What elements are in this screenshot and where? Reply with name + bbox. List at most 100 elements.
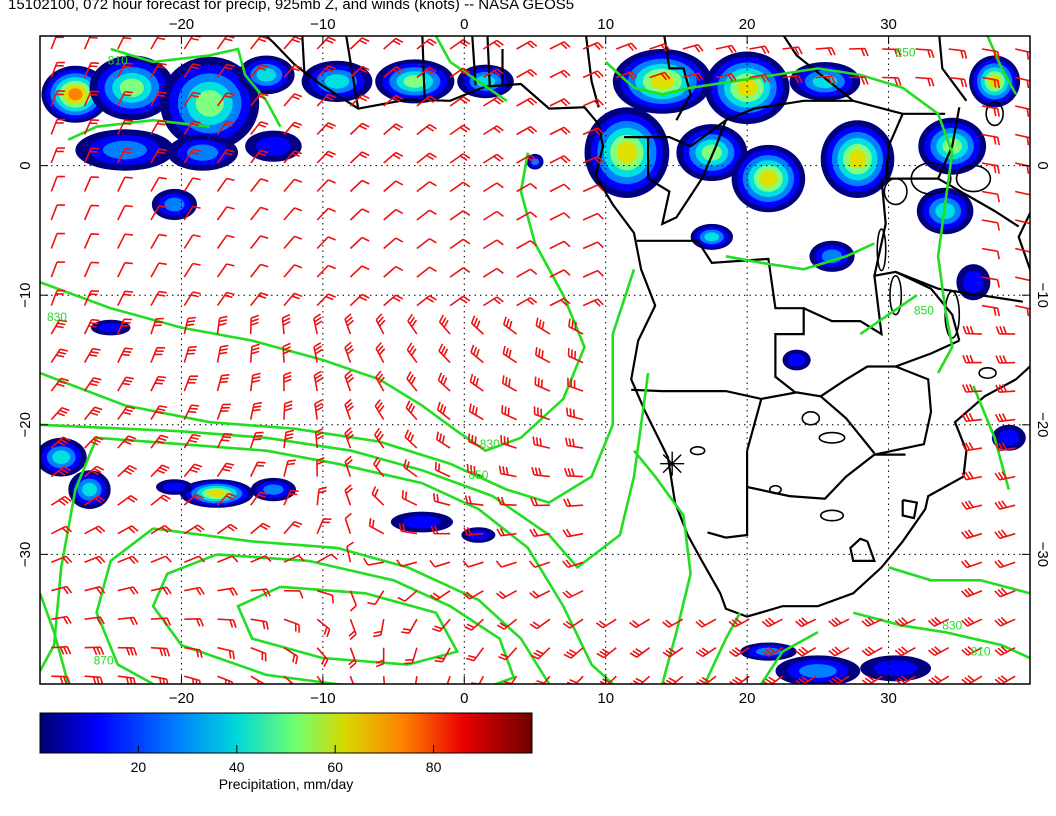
lon-tick-label-top: −20 <box>169 16 194 33</box>
wind-barb <box>183 463 203 478</box>
wind-barb <box>383 294 404 307</box>
lat-tick-label-right: 0 <box>1034 161 1051 169</box>
wind-barb <box>372 619 385 638</box>
wind-barb <box>470 344 484 364</box>
wind-barb <box>994 529 1016 540</box>
colorbar-tick-label: 40 <box>229 759 245 775</box>
precip-cell <box>164 197 185 212</box>
wind-barb <box>438 343 451 364</box>
height-contour <box>151 553 516 684</box>
wind-barb <box>349 122 370 136</box>
lon-tick-label-bottom: 20 <box>739 690 756 707</box>
wind-barb <box>183 375 198 392</box>
wind-barb <box>562 618 584 629</box>
wind-barb <box>51 585 73 595</box>
inland-water-outline <box>819 509 845 522</box>
wind-barb <box>406 342 418 364</box>
height-contour <box>96 436 614 684</box>
africa-coastline <box>264 36 1030 618</box>
wind-barb <box>84 555 106 565</box>
wind-barb <box>566 407 584 421</box>
wind-barb <box>828 675 850 684</box>
wind-barb <box>416 209 437 221</box>
lon-tick-label-bottom: −20 <box>169 690 194 707</box>
wind-barb <box>961 471 983 481</box>
wind-barb <box>150 148 167 164</box>
wind-barb <box>250 206 269 221</box>
wind-barb <box>516 154 538 164</box>
wind-barb <box>464 495 484 506</box>
wind-barb <box>532 436 551 449</box>
wind-barb <box>344 370 355 392</box>
wind-barb <box>961 559 983 569</box>
wind-barb <box>501 405 517 421</box>
country-border <box>345 36 360 109</box>
wind-barb <box>383 151 404 164</box>
wind-barb <box>961 500 983 510</box>
wind-barb <box>183 177 201 192</box>
wind-barb <box>663 675 684 684</box>
map-frame <box>39 35 1031 685</box>
wind-barb <box>482 68 504 79</box>
wind-barb <box>595 618 617 629</box>
wind-barb <box>435 431 451 449</box>
contour-label: 870 <box>94 654 114 668</box>
height-contour <box>888 566 1030 595</box>
height-contour <box>40 437 98 672</box>
wind-barb <box>383 37 404 50</box>
wind-barb <box>216 92 235 107</box>
contour-label: 810 <box>108 54 128 68</box>
wind-barb <box>50 232 65 249</box>
inland-water-outline <box>818 431 846 444</box>
wind-barb <box>549 297 571 307</box>
country-border <box>874 365 933 456</box>
map-title: 15102100, 072 hour forecast for precip, … <box>8 0 575 13</box>
wind-barb <box>344 484 353 506</box>
country-border <box>636 239 805 394</box>
wind-barb <box>500 435 517 449</box>
precip-cell <box>82 482 97 497</box>
wind-barb <box>563 647 584 659</box>
wind-barb <box>529 618 551 630</box>
wind-barb <box>961 412 982 422</box>
wind-barb <box>117 405 135 421</box>
wind-barb <box>216 120 235 135</box>
country-border <box>301 36 306 75</box>
wind-barb <box>249 343 260 363</box>
wind-barb <box>216 374 230 392</box>
wind-barb <box>531 466 550 478</box>
wind-barb <box>349 65 370 79</box>
colorbar-tick-label: 60 <box>327 759 343 775</box>
height-contour <box>110 47 282 128</box>
wind-barb <box>995 355 1016 364</box>
wind-barb <box>150 375 167 392</box>
wind-barb <box>994 413 1016 423</box>
wind-barb <box>183 555 206 563</box>
wind-barb <box>782 46 803 55</box>
wind-barb <box>344 398 355 420</box>
country-border <box>471 36 477 86</box>
wind-barb <box>183 291 201 307</box>
wind-barb <box>283 235 303 250</box>
wind-barb <box>150 586 172 596</box>
colorbar-gradient <box>39 712 533 754</box>
wind-barb <box>349 265 370 278</box>
wind-barb <box>50 175 65 192</box>
wind-barb <box>1015 219 1030 225</box>
wind-barb <box>994 675 1016 684</box>
wind-barb <box>416 266 437 278</box>
wind-barb <box>51 645 72 655</box>
wind-barb <box>84 675 104 684</box>
wind-barb <box>416 152 437 164</box>
wind-barb <box>549 183 571 193</box>
wind-barb <box>349 94 370 107</box>
wind-barb <box>316 150 336 164</box>
wind-barb <box>316 486 327 506</box>
wind-barb <box>373 456 385 478</box>
country-border <box>584 36 600 108</box>
wind-barb <box>349 293 370 307</box>
wind-barb <box>50 118 65 135</box>
precip-cell <box>68 88 83 101</box>
wind-barb <box>183 524 205 535</box>
